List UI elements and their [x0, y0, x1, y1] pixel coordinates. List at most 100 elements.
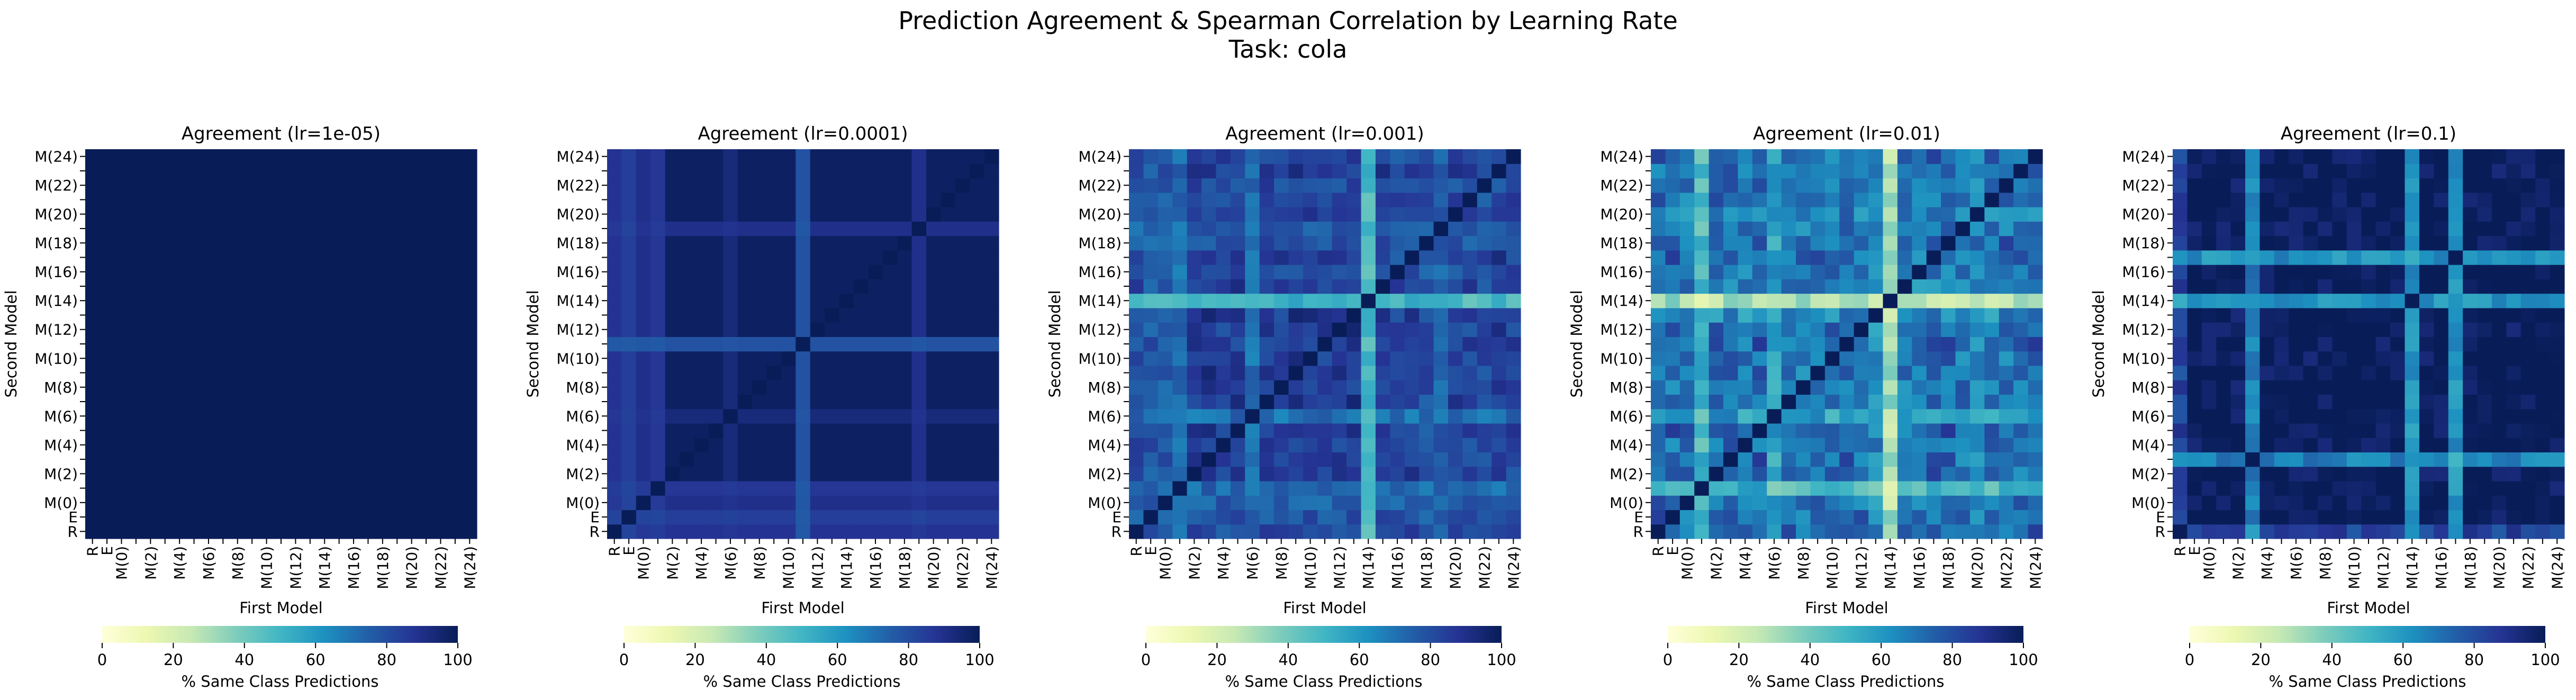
x-tick-label: M(4) [2258, 546, 2276, 580]
heatmap-cell [1143, 163, 1159, 179]
heatmap-cell [2318, 337, 2333, 352]
heatmap-cell [1477, 408, 1492, 424]
heatmap-cell [781, 524, 796, 539]
heatmap-cell [1868, 265, 1884, 279]
colorbar-tick-label: 60 [1350, 651, 1369, 669]
heatmap-cell [245, 235, 260, 251]
heatmap-cell [1694, 351, 1710, 366]
heatmap-cell [317, 524, 332, 539]
heatmap-cell [1984, 235, 2000, 251]
heatmap-cell [1317, 293, 1333, 308]
heatmap-cell [1245, 250, 1260, 265]
heatmap-cell [737, 235, 753, 251]
heatmap-cell [1158, 192, 1173, 207]
heatmap-cell [1317, 265, 1333, 279]
heatmap-cell [172, 495, 187, 511]
heatmap-cell [1941, 510, 1956, 525]
heatmap-cell [621, 322, 637, 337]
x-tick-label: M(16) [2433, 546, 2450, 589]
heatmap-cell [1912, 322, 1927, 337]
heatmap-cell [970, 365, 985, 380]
heatmap-cell [636, 163, 651, 179]
heatmap-cell [694, 351, 709, 366]
heatmap-cell [825, 322, 840, 337]
heatmap-cell [2405, 480, 2420, 496]
heatmap-cell [1419, 438, 1434, 453]
heatmap-cell [215, 452, 231, 467]
heatmap-cell [1926, 438, 1941, 453]
heatmap-cell [911, 235, 927, 251]
heatmap-cell [839, 524, 854, 539]
heatmap-cell [1955, 466, 1971, 481]
heatmap-cell [288, 423, 303, 438]
heatmap-cell [1897, 235, 1912, 251]
heatmap-cell [1665, 149, 1680, 164]
heatmap-cell [1332, 221, 1347, 237]
heatmap-cell [448, 235, 463, 251]
heatmap-cell [1883, 192, 1898, 207]
heatmap-cell [1651, 394, 1666, 410]
heatmap-cell [1245, 149, 1260, 164]
heatmap-cell [1723, 423, 1739, 438]
heatmap-cell [317, 207, 332, 222]
heatmap-cell [1187, 495, 1202, 511]
heatmap-cell [970, 307, 985, 323]
heatmap-cell [186, 322, 202, 337]
heatmap-cell [650, 293, 666, 308]
heatmap-cell [723, 438, 738, 453]
heatmap-cell [245, 480, 260, 496]
heatmap-cell [1868, 307, 1884, 323]
heatmap-cell [1172, 394, 1188, 410]
heatmap-cell [941, 178, 956, 193]
heatmap-cell [2274, 394, 2289, 410]
heatmap-cell [1274, 351, 1289, 366]
heatmap-cell [2550, 293, 2565, 308]
heatmap-cell [201, 380, 216, 395]
heatmap-cell [317, 235, 332, 251]
heatmap-cell [1129, 380, 1144, 395]
heatmap-cell [1361, 351, 1376, 366]
heatmap-cell [882, 192, 898, 207]
heatmap-cell [680, 510, 695, 525]
heatmap-cell [1824, 510, 1840, 525]
heatmap-cell [1201, 351, 1217, 366]
heatmap-cell [882, 524, 898, 539]
heatmap-cell [360, 524, 376, 539]
heatmap-cell [1969, 178, 1985, 193]
heatmap-cell [259, 337, 274, 352]
heatmap-cell [941, 163, 956, 179]
heatmap-cell [781, 279, 796, 294]
heatmap-cell [186, 480, 202, 496]
heatmap-cell [1883, 480, 1898, 496]
heatmap-cell [303, 307, 318, 323]
heatmap-cell [404, 380, 419, 395]
heatmap-cell [114, 337, 129, 352]
heatmap-cell [215, 351, 231, 366]
heatmap-cell [158, 337, 173, 352]
heatmap-cell [2303, 438, 2318, 453]
heatmap-cell [390, 207, 405, 222]
heatmap-cell [2346, 495, 2362, 511]
heatmap-cell [1781, 480, 1796, 496]
heatmap-cell [1796, 235, 1811, 251]
heatmap-cell [1738, 452, 1753, 467]
heatmap-cell [2289, 307, 2304, 323]
heatmap-cell [1187, 235, 1202, 251]
heatmap-cell [897, 221, 912, 237]
heatmap-cell [1375, 149, 1390, 164]
heatmap-cell [2346, 452, 2362, 467]
heatmap-panel-4: Agreement (lr=0.01)REM(0)M(2)M(4)M(6)M(8… [1568, 123, 2044, 690]
heatmap-cell [1477, 322, 1492, 337]
heatmap-cell [1346, 322, 1362, 337]
heatmap-cell [2318, 178, 2333, 193]
heatmap-cell [317, 394, 332, 410]
heatmap-cell [2448, 452, 2463, 467]
heatmap-cell [2289, 163, 2304, 179]
heatmap-cell [694, 394, 709, 410]
heatmap-cell [868, 178, 883, 193]
heatmap-cell [129, 221, 144, 237]
panel-title: Agreement (lr=0.01) [1753, 123, 1940, 144]
x-tick-label: M(22) [1476, 546, 1493, 589]
heatmap-cell [796, 279, 811, 294]
x-tick-label: M(24) [983, 546, 1000, 589]
